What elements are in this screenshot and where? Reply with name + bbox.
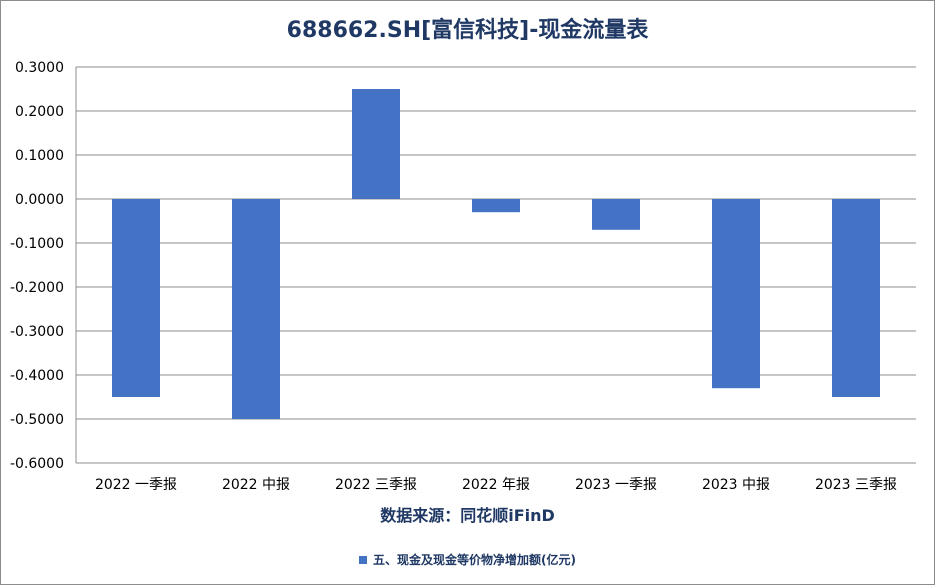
y-tick-label: -0.6000 (10, 456, 64, 472)
y-tick-label: 0.2000 (15, 104, 64, 120)
x-category-label: 2023 一季报 (575, 477, 657, 493)
x-category-label: 2022 三季报 (335, 477, 417, 493)
data-source-label: 数据来源：同花顺iFinD (380, 506, 555, 525)
bar (832, 199, 880, 397)
bar (352, 89, 400, 199)
y-tick-label: -0.4000 (10, 368, 64, 384)
x-category-label: 2022 年报 (462, 477, 530, 493)
legend-label: 五、现金及现金等价物净增加额(亿元) (373, 553, 576, 567)
bar (112, 199, 160, 397)
y-tick-label: -0.5000 (10, 412, 64, 428)
x-axis-labels: 2022 一季报 2022 中报 2022 三季报 2022 年报 2023 一季报 20… (95, 477, 897, 493)
x-category-label: 2023 三季报 (815, 477, 897, 493)
bar (712, 199, 760, 389)
bars (112, 89, 880, 419)
y-tick-label: -0.2000 (10, 280, 64, 296)
y-tick-label: -0.3000 (10, 324, 64, 340)
y-tick-label: 0.3000 (15, 60, 64, 76)
legend: 五、现金及现金等价物净增加额(亿元) (0, 551, 935, 568)
chart-title: 688662.SH[富信科技]-现金流量表 (286, 18, 649, 43)
grid-lines (75, 66, 916, 464)
legend-swatch (359, 555, 367, 564)
bar (472, 199, 520, 213)
y-tick-label: -0.1000 (10, 236, 64, 252)
x-category-label: 2022 一季报 (95, 477, 177, 493)
bar (232, 199, 280, 419)
y-tick-label: 0.0000 (15, 192, 64, 208)
y-tick-label: 0.1000 (15, 148, 64, 164)
x-category-label: 2023 中报 (702, 477, 770, 493)
y-axis-labels: 0.3000 0.2000 0.1000 0.0000 -0.1000 -0.2000 -0… (10, 60, 64, 472)
x-category-label: 2022 中报 (222, 477, 290, 493)
bar (592, 199, 640, 230)
